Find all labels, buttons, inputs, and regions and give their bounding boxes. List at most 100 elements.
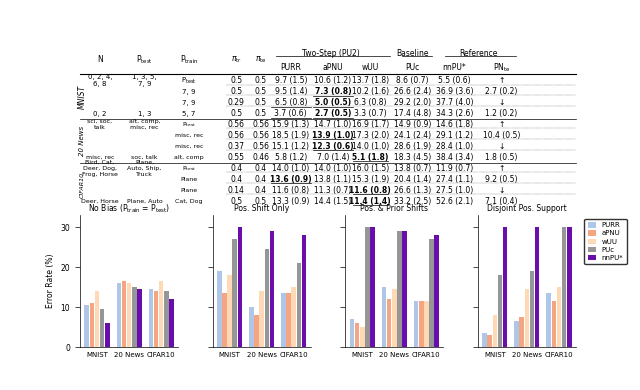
- Text: 14.9 (0.9): 14.9 (0.9): [394, 120, 431, 129]
- Text: PN$_{\rm te}$: PN$_{\rm te}$: [493, 62, 510, 74]
- Text: 18.5 (1.9): 18.5 (1.9): [272, 131, 309, 140]
- Bar: [154, 291, 158, 347]
- Text: 13.9 (1.0): 13.9 (1.0): [312, 131, 354, 140]
- Text: 17.3 (2.0): 17.3 (2.0): [351, 131, 388, 140]
- Bar: [95, 291, 99, 347]
- Text: 27.5 (1.0): 27.5 (1.0): [436, 186, 473, 195]
- Title: No Bias (P$_{\rm train}$ = P$_{\rm test}$): No Bias (P$_{\rm train}$ = P$_{\rm test}…: [88, 202, 170, 215]
- Text: P$_{\rm test}$: P$_{\rm test}$: [136, 53, 153, 66]
- Text: 37.7 (4.0): 37.7 (4.0): [436, 98, 473, 107]
- Text: 20 News: 20 News: [79, 126, 86, 156]
- Bar: [360, 327, 365, 347]
- Text: 38.4 (3.4): 38.4 (3.4): [436, 153, 473, 162]
- Text: 5.0 (0.5): 5.0 (0.5): [315, 98, 351, 107]
- Text: ↑: ↑: [499, 76, 505, 85]
- Bar: [403, 231, 407, 347]
- Text: 0, 2: 0, 2: [93, 110, 106, 117]
- Text: 2.7 (0.2): 2.7 (0.2): [485, 87, 518, 96]
- Text: misc, rec: misc, rec: [175, 144, 204, 149]
- Text: $\pi_{\rm tr}$: $\pi_{\rm tr}$: [231, 55, 242, 65]
- Text: 28.6 (1.9): 28.6 (1.9): [394, 142, 431, 151]
- Bar: [419, 301, 424, 347]
- Text: ↓: ↓: [499, 142, 505, 151]
- Text: 29.1 (1.2): 29.1 (1.2): [436, 131, 473, 140]
- Text: 10.2 (1.6): 10.2 (1.6): [351, 87, 388, 96]
- Bar: [535, 227, 540, 347]
- Text: ↑: ↑: [499, 164, 505, 173]
- Text: 0.56: 0.56: [253, 131, 269, 140]
- Text: 11.4 (1.4): 11.4 (1.4): [349, 197, 391, 206]
- Bar: [515, 321, 519, 347]
- Bar: [435, 235, 439, 347]
- Text: P$_{\rm train}$: P$_{\rm train}$: [180, 53, 198, 66]
- Bar: [370, 227, 375, 347]
- Bar: [116, 283, 121, 347]
- Bar: [493, 315, 497, 347]
- Bar: [254, 315, 259, 347]
- Bar: [483, 333, 487, 347]
- Text: 0.5: 0.5: [255, 109, 267, 118]
- Text: alt, comp: alt, comp: [174, 155, 204, 160]
- Text: Reference: Reference: [459, 49, 497, 58]
- Bar: [148, 289, 153, 347]
- Text: 33.2 (2.5): 33.2 (2.5): [394, 197, 431, 206]
- Bar: [301, 235, 307, 347]
- Text: 0, 2, 4,
6, 8: 0, 2, 4, 6, 8: [88, 74, 112, 87]
- Text: wUU: wUU: [362, 63, 379, 72]
- Text: 0.4: 0.4: [255, 175, 267, 184]
- Text: 8.6 (0.7): 8.6 (0.7): [396, 76, 429, 85]
- Bar: [488, 335, 492, 347]
- Text: 13.6 (0.9): 13.6 (0.9): [270, 175, 312, 184]
- Text: 0.5: 0.5: [230, 76, 243, 85]
- Bar: [429, 239, 434, 347]
- Text: 0.37: 0.37: [228, 142, 244, 151]
- Text: 5.5 (0.6): 5.5 (0.6): [438, 76, 471, 85]
- Bar: [269, 231, 275, 347]
- Text: 3.3 (0.7): 3.3 (0.7): [354, 109, 387, 118]
- Bar: [237, 227, 242, 347]
- Bar: [355, 323, 360, 347]
- Text: nnPU*: nnPU*: [443, 63, 467, 72]
- Bar: [169, 299, 173, 347]
- Text: 13.8 (1.1): 13.8 (1.1): [314, 175, 351, 184]
- Text: MNIST: MNIST: [78, 85, 87, 109]
- Text: 1.2 (0.2): 1.2 (0.2): [486, 109, 518, 118]
- Text: PUc: PUc: [405, 63, 419, 72]
- Bar: [105, 323, 109, 347]
- Text: 9.7 (1.5): 9.7 (1.5): [275, 76, 307, 85]
- Text: 0.5: 0.5: [230, 197, 243, 206]
- Bar: [127, 283, 131, 347]
- Text: 11.6 (0.8): 11.6 (0.8): [349, 186, 391, 195]
- Bar: [530, 271, 534, 347]
- Text: 7, 9: 7, 9: [182, 89, 196, 95]
- Legend: PURR, aPNU, wUU, PUc, nnPU*: PURR, aPNU, wUU, PUc, nnPU*: [584, 219, 627, 264]
- Bar: [552, 301, 556, 347]
- Text: P$_{\rm test}$: P$_{\rm test}$: [182, 120, 196, 129]
- Bar: [84, 305, 89, 347]
- Bar: [286, 293, 291, 347]
- Text: 1, 3, 5,
7, 9: 1, 3, 5, 7, 9: [132, 74, 157, 87]
- Text: 0.5: 0.5: [255, 98, 267, 107]
- Text: 0.56: 0.56: [228, 131, 244, 140]
- Text: 0.4: 0.4: [255, 164, 267, 173]
- Bar: [562, 227, 566, 347]
- Text: 5.8 (1.2): 5.8 (1.2): [275, 153, 307, 162]
- Text: 0.29: 0.29: [228, 98, 244, 107]
- Bar: [227, 275, 232, 347]
- Text: Two-Step (PU2): Two-Step (PU2): [301, 49, 359, 58]
- Text: 5, 7: 5, 7: [182, 110, 196, 117]
- Text: aPNU: aPNU: [323, 63, 343, 72]
- Text: 17.4 (4.8): 17.4 (4.8): [394, 109, 431, 118]
- Text: 11.9 (0.7): 11.9 (0.7): [436, 164, 473, 173]
- Text: Cat, Dog: Cat, Dog: [175, 199, 203, 204]
- Bar: [164, 291, 168, 347]
- Bar: [291, 287, 296, 347]
- Text: 10.4 (0.5): 10.4 (0.5): [483, 131, 520, 140]
- Text: 0.4: 0.4: [230, 164, 243, 173]
- Text: alt, comp,
misc, rec: alt, comp, misc, rec: [129, 119, 160, 130]
- Text: ↓: ↓: [499, 186, 505, 195]
- Title: Pos. & Prior Shifts: Pos. & Prior Shifts: [360, 204, 428, 213]
- Text: N: N: [97, 55, 102, 64]
- Bar: [217, 271, 221, 347]
- Bar: [122, 281, 126, 347]
